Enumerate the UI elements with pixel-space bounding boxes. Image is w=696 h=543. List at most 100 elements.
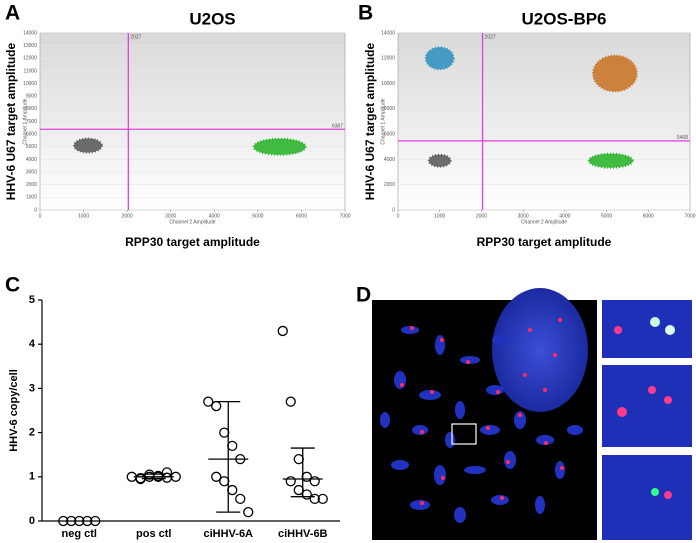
data-point	[66, 515, 77, 527]
data-point	[90, 515, 101, 527]
y-axis-title: HHV-6 copy/cell	[8, 369, 20, 452]
x-tick-label: 7000	[684, 213, 695, 219]
x-tick-label: pos ctl	[136, 528, 171, 540]
y-axis-title: HHV-6 U67 target amplitude	[363, 42, 377, 200]
x-axis-title: RPP30 target amplitude	[477, 235, 612, 249]
y-tick-label: 6000	[384, 131, 395, 137]
x-tick-label: 6000	[643, 213, 654, 219]
x-tick-label: ciHHV-6A	[203, 528, 253, 540]
y-tick-label: 3000	[26, 169, 37, 175]
data-point	[317, 493, 328, 505]
data-point	[243, 507, 254, 518]
droplet-cluster	[252, 137, 307, 156]
y-tick-label: 9000	[26, 94, 37, 100]
y-tick-label: 0	[29, 515, 35, 527]
x-tick-label: ciHHV-6B	[278, 528, 328, 540]
y-tick-label: 5000	[26, 144, 37, 150]
data-point	[58, 515, 69, 527]
data-point	[219, 427, 230, 438]
data-point	[309, 476, 320, 487]
droplet-cluster	[587, 152, 634, 169]
y-tick-label: 8000	[26, 106, 37, 112]
data-point	[82, 515, 93, 527]
y-tick-label: 10000	[23, 81, 37, 87]
y-axis-title: HHV-6 U67 target amplitude	[4, 42, 18, 200]
y-tick-label: 1000	[26, 195, 37, 201]
data-point	[277, 325, 288, 337]
data-point	[309, 493, 320, 505]
fish-signals	[400, 318, 564, 505]
inner-x-label: Channel 2 Amplitude	[169, 219, 215, 225]
panel-letter: B	[358, 2, 373, 25]
threshold-label: 2027	[485, 34, 496, 40]
y-tick-label: 1	[29, 471, 35, 483]
y-tick-label: 2000	[384, 182, 395, 188]
droplet-cluster	[427, 153, 452, 168]
y-tick-label: 6000	[26, 131, 37, 137]
data-point	[293, 453, 304, 465]
inset-image	[602, 455, 692, 540]
y-tick-label: 14000	[23, 30, 37, 36]
threshold-label: 6387	[332, 124, 343, 130]
data-point	[211, 400, 222, 412]
x-tick-label: 5000	[601, 213, 612, 219]
x-tick-label: 5000	[252, 213, 263, 219]
inner-x-label: Channel 2 Amplitude	[521, 219, 567, 225]
x-tick-label: 3000	[165, 213, 176, 219]
microscopy-panel: D	[356, 284, 692, 540]
data-point	[227, 440, 238, 452]
inset-box	[451, 423, 477, 445]
data-point	[74, 515, 85, 527]
droplet-cluster	[72, 137, 103, 154]
data-point	[219, 476, 230, 487]
x-tick-label: 4000	[559, 213, 570, 219]
x-tick-label: 2000	[122, 213, 133, 219]
y-tick-label: 14000	[381, 30, 395, 36]
x-tick-label: 6000	[296, 213, 307, 219]
y-tick-label: 4	[29, 338, 36, 350]
y-tick-label: 5	[29, 294, 35, 306]
data-point	[227, 484, 238, 496]
y-tick-label: 8000	[384, 106, 395, 112]
y-tick-label: 4000	[384, 157, 395, 163]
y-tick-label: 7000	[26, 119, 37, 125]
y-tick-label: 12000	[23, 56, 37, 62]
x-tick-label: 4000	[209, 213, 220, 219]
y-tick-label: 3	[29, 382, 35, 394]
x-tick-label: 1000	[434, 213, 445, 219]
x-tick-label: 0	[397, 213, 400, 219]
x-tick-label: 1000	[78, 213, 89, 219]
y-tick-label: 11000	[23, 68, 37, 74]
y-tick-label: 0	[392, 207, 395, 213]
y-tick-label: 4000	[26, 157, 37, 163]
data-point	[203, 396, 214, 407]
panel-letter: A	[5, 2, 20, 25]
data-point	[285, 396, 296, 407]
inner-y-label: Channel 1 Amplitude	[380, 98, 386, 144]
data-point	[211, 471, 222, 482]
threshold-label: 2027	[130, 34, 141, 40]
droplet-cluster	[591, 54, 638, 93]
inset-image	[602, 365, 692, 447]
y-tick-label: 13000	[23, 43, 37, 49]
x-tick-label: 7000	[339, 213, 350, 219]
threshold-label: 5468	[677, 135, 688, 141]
inner-y-label: Channel 1 Amplitude	[22, 98, 28, 144]
panel-letter: D	[356, 284, 371, 307]
x-tick-label: neg ctl	[62, 528, 97, 540]
chart-title: U2OS	[189, 9, 235, 28]
nucleus	[492, 288, 588, 412]
x-tick-label: 3000	[518, 213, 529, 219]
droplet-cluster	[424, 46, 455, 71]
y-tick-label: 0	[34, 207, 37, 213]
x-axis-title: RPP30 target amplitude	[125, 235, 260, 249]
data-point	[285, 476, 296, 487]
x-tick-label: 2000	[476, 213, 487, 219]
data-point	[161, 467, 173, 478]
y-tick-label: 2000	[26, 182, 37, 188]
x-tick-label: 0	[39, 213, 42, 219]
y-tick-label: 2	[29, 427, 35, 439]
y-tick-label: 12000	[381, 56, 395, 62]
panel-letter: C	[5, 274, 20, 297]
